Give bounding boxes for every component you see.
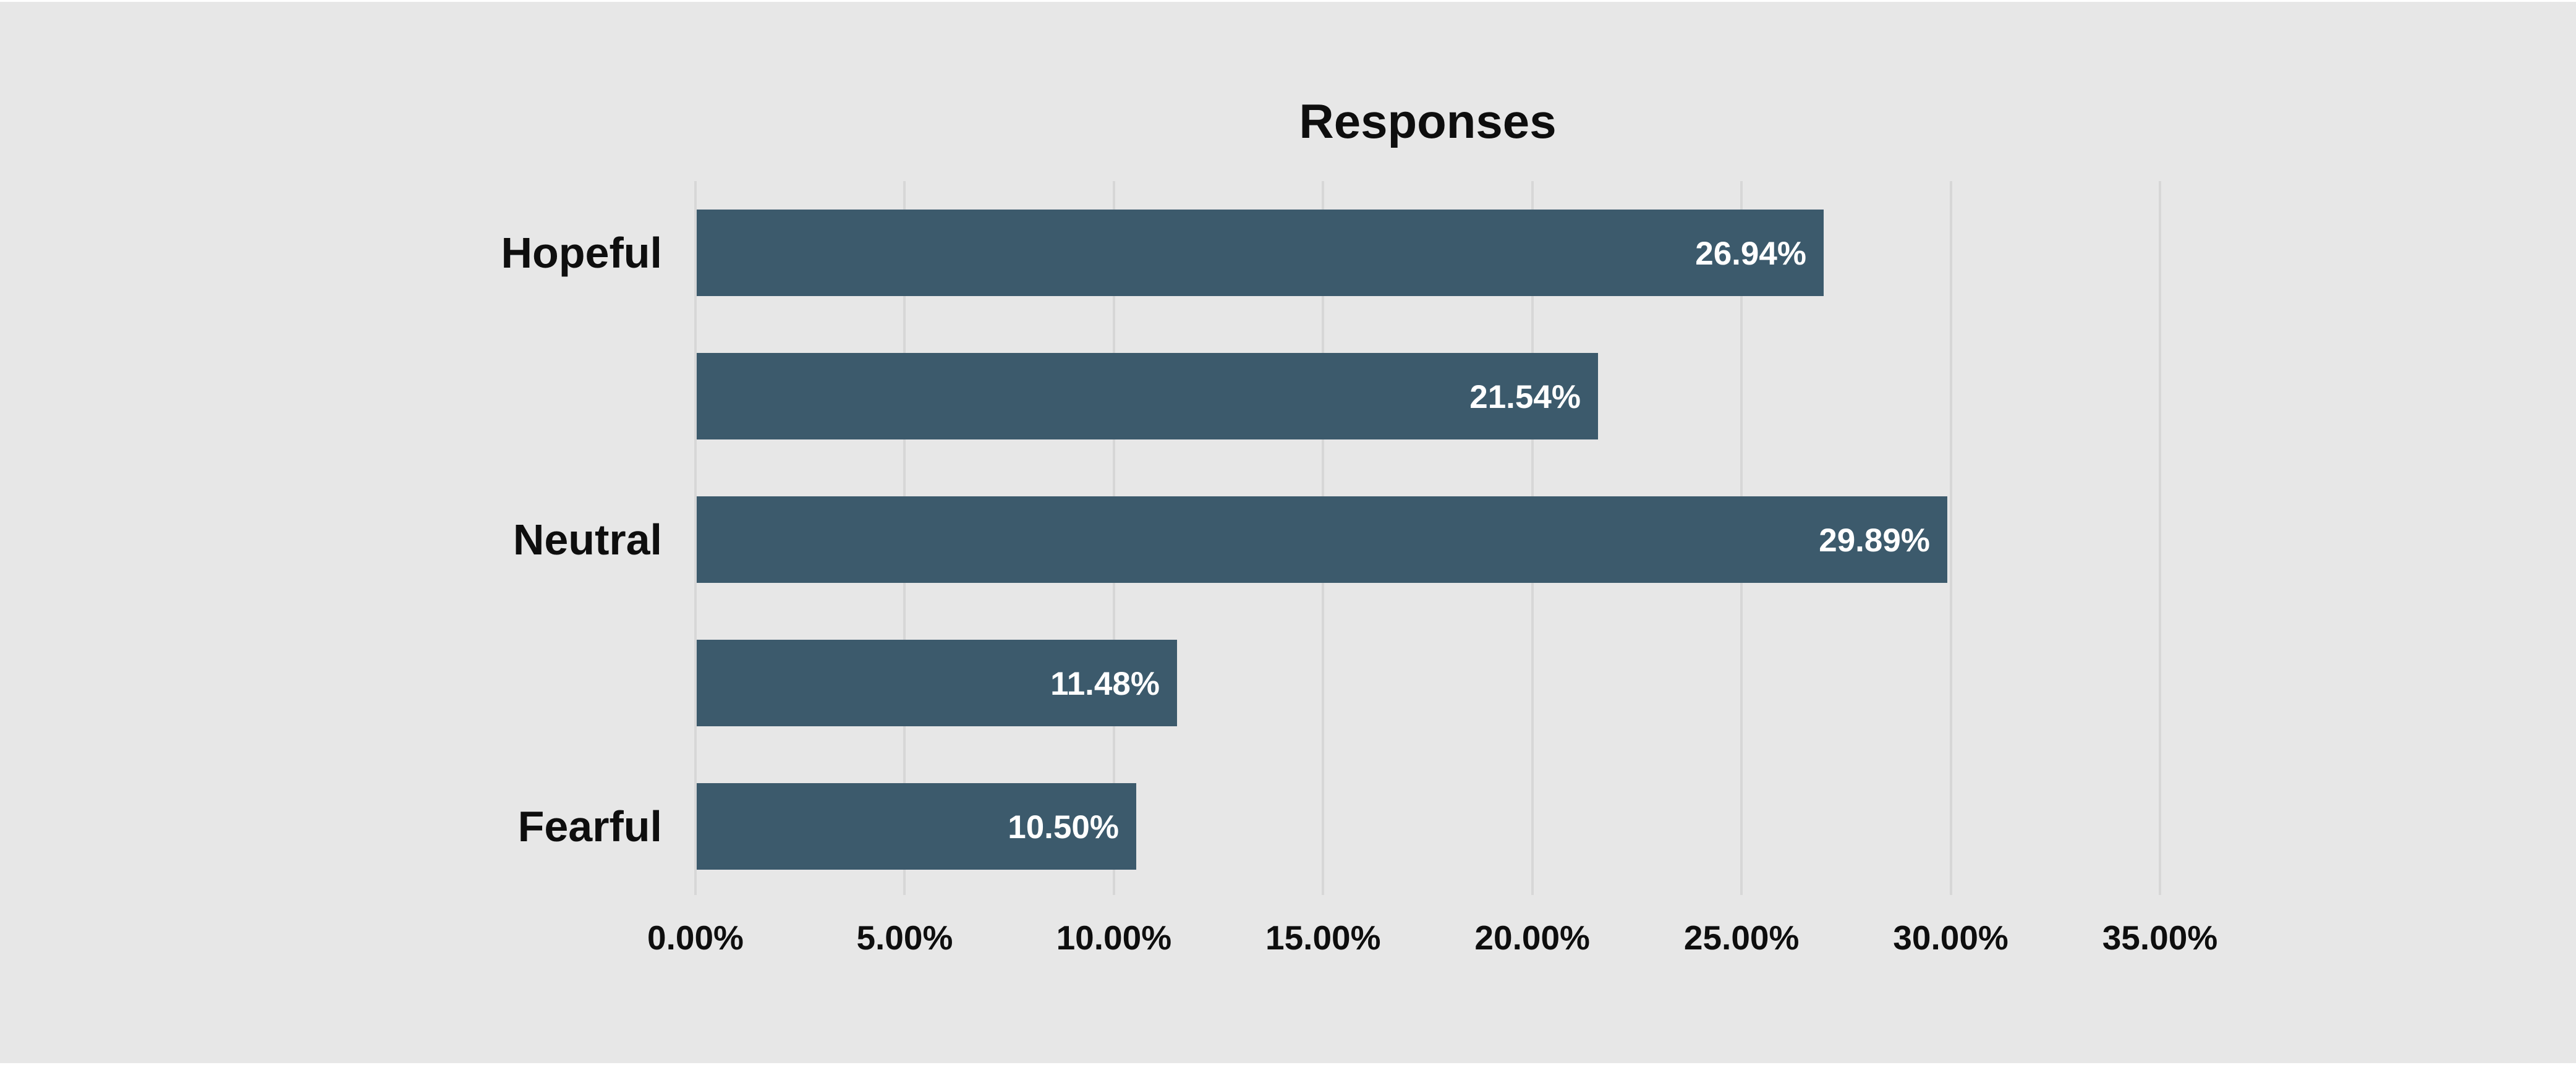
top-edge-strip — [0, 0, 2576, 2]
category-label — [93, 353, 662, 439]
category-label: Neutral — [512, 516, 662, 564]
gridline — [2159, 181, 2161, 895]
category-label: Hopeful — [501, 229, 662, 277]
bottom-edge-strip — [0, 1063, 2576, 1065]
bar-value-label: 10.50% — [1008, 809, 1119, 846]
category-label — [93, 640, 662, 726]
bar[interactable]: 11.48% — [697, 640, 1177, 726]
bar[interactable]: 26.94% — [697, 210, 1824, 296]
gridline — [694, 181, 697, 895]
bar[interactable]: 10.50% — [697, 783, 1136, 870]
chart-title: Responses — [1299, 94, 1557, 148]
gridline — [1949, 181, 1952, 895]
x-axis-tick-label: 10.00% — [1056, 919, 1172, 957]
bar-value-label: 21.54% — [1469, 379, 1581, 415]
bar-value-label: 29.89% — [1819, 522, 1930, 559]
x-axis-tick-label: 0.00% — [647, 919, 744, 957]
x-axis-tick-label: 25.00% — [1683, 919, 1800, 957]
category-label: Fearful — [517, 802, 662, 851]
bar-value-label: 11.48% — [1050, 666, 1160, 702]
x-axis-tick-label: 30.00% — [1893, 919, 2009, 957]
x-axis-tick-label: 20.00% — [1474, 919, 1590, 957]
bar-value-label: 26.94% — [1695, 235, 1806, 272]
bar[interactable]: 21.54% — [697, 353, 1598, 439]
bar[interactable]: 29.89% — [697, 496, 1947, 583]
x-axis-tick-label: 15.00% — [1265, 919, 1381, 957]
x-axis-tick-label: 5.00% — [856, 919, 953, 957]
x-axis-tick-label: 35.00% — [2102, 919, 2218, 957]
